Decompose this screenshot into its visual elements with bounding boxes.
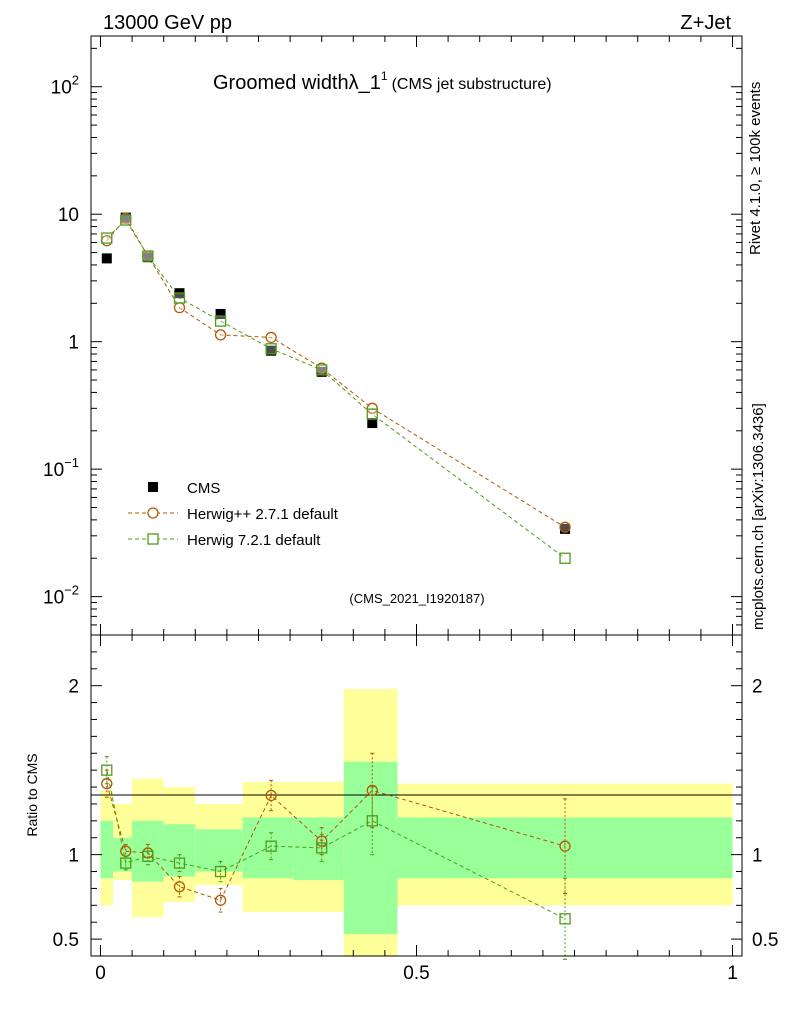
x-tick-label: 1: [727, 963, 738, 984]
data-point: [366, 408, 378, 420]
data-point: [367, 418, 378, 429]
chart-subtitle: (CMS jet substructure): [392, 76, 552, 93]
data-point: [214, 315, 227, 327]
data-point: [101, 232, 113, 244]
main-series-lines: [106, 217, 566, 559]
data-point: [316, 366, 327, 377]
legend-herwigpp-marker: [147, 507, 159, 519]
y-tick-label: 10−1: [43, 455, 79, 481]
y-tick-label-right: 2: [752, 677, 763, 698]
data-point: [173, 881, 186, 893]
data-point: [173, 301, 186, 314]
y-tick-label: 1: [68, 846, 79, 867]
data-point: [266, 345, 277, 356]
ratio-panel: 0 0.5 1 0.5 0.5 1 1 2 2 Ratio to CMS: [24, 634, 778, 984]
data-point: [559, 521, 571, 533]
ratio-ylabel: Ratio to CMS: [24, 753, 40, 836]
ratio-series-points: [101, 752, 571, 960]
data-point: [316, 842, 328, 854]
data-point: [265, 789, 277, 802]
rivet-label: Rivet 4.1.0, ≥ 100k events: [747, 82, 764, 255]
header-energy: 13000 GeV pp: [103, 12, 232, 34]
band-green: [195, 829, 243, 872]
chart-title: Groomed widthλ_11 (CMS jet substructure): [213, 69, 552, 94]
data-point: [173, 857, 186, 869]
data-point: [120, 214, 132, 226]
main-ticks: 10−2 10−1 1 10 102: [43, 36, 742, 636]
series-line: [106, 783, 566, 901]
data-point: [173, 292, 186, 304]
y-tick-label-right: 1: [752, 846, 763, 867]
y-tick-label: 2: [68, 677, 79, 698]
data-point: [214, 894, 227, 906]
data-point: [120, 212, 131, 223]
y-tick-label: 0.5: [53, 930, 79, 951]
legend-cms-label: CMS: [187, 480, 220, 497]
band-green: [343, 761, 398, 935]
chart-title-main: Groomed widthλ_1: [213, 72, 381, 94]
main-series-points: [101, 212, 571, 564]
data-point: [265, 331, 277, 344]
data-point: [559, 840, 571, 852]
data-point: [366, 815, 378, 827]
series-line: [106, 217, 566, 528]
legend-herwig7-label: Herwig 7.2.1 default: [187, 532, 321, 549]
y-tick-label: 1: [68, 333, 79, 354]
y-tick-label: 10−2: [43, 583, 79, 609]
data-point: [101, 253, 112, 264]
data-point: [215, 308, 226, 319]
data-point: [120, 857, 132, 869]
data-point: [559, 913, 571, 925]
data-point: [265, 343, 277, 355]
data-point: [560, 523, 571, 534]
x-tick-label: 0.5: [403, 963, 429, 984]
data-point: [142, 252, 153, 263]
y-tick-label: 10: [58, 205, 79, 226]
data-point: [142, 250, 154, 262]
data-point: [265, 840, 277, 852]
ratio-series-lines: [106, 770, 566, 920]
data-point: [142, 850, 154, 862]
ratio-uncertainty-bands: [100, 689, 733, 956]
ratio-plot-frame: [90, 634, 743, 957]
ratio-ticks: 0 0.5 1 0.5 0.5 1 1 2 2: [53, 634, 778, 984]
y-tick-label-right: 0.5: [752, 930, 778, 951]
series-line: [106, 219, 566, 559]
chart-title-superscript: 1: [381, 69, 388, 83]
legend: CMS Herwig++ 2.7.1 default Herwig 7.2.1 …: [128, 480, 339, 549]
mcplots-label: mcplots.cern.ch [arXiv:1306.3436]: [750, 403, 767, 630]
series-line: [106, 770, 566, 920]
data-point: [214, 865, 227, 878]
data-point: [101, 778, 113, 790]
y-tick-label: 102: [51, 73, 79, 99]
analysis-watermark: (CMS_2021_I1920187): [349, 591, 484, 606]
data-point: [559, 552, 571, 564]
x-tick-label: 0: [95, 963, 106, 984]
data-point: [366, 402, 378, 414]
legend-herwig7-marker: [147, 533, 159, 545]
legend-herwigpp-label: Herwig++ 2.7.1 default: [187, 506, 339, 523]
data-point: [101, 764, 113, 776]
header-process: Z+Jet: [680, 12, 731, 34]
data-point: [214, 329, 227, 341]
data-point: [316, 364, 328, 376]
band-green: [100, 820, 114, 879]
legend-cms-marker: [148, 482, 158, 492]
band-green: [163, 824, 196, 877]
